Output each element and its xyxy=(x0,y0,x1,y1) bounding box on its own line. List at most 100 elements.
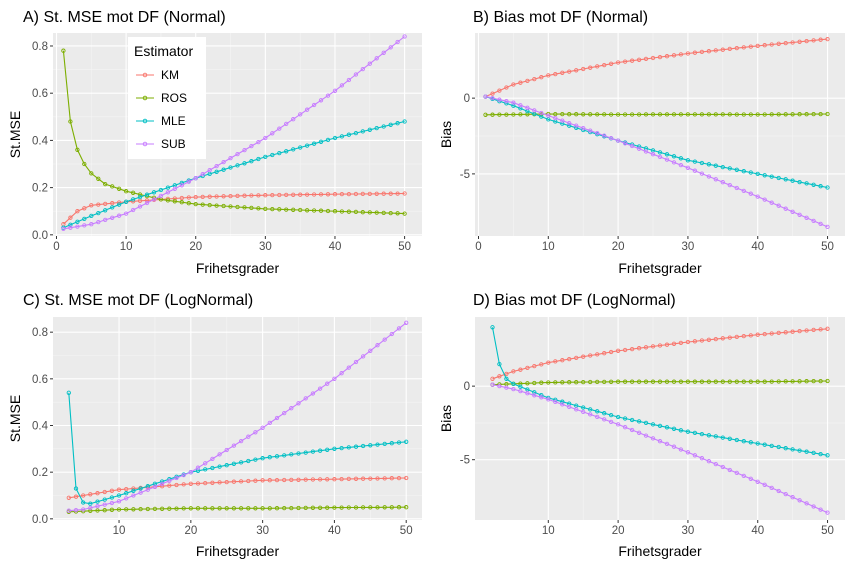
data-point xyxy=(200,202,205,207)
data-point xyxy=(296,451,301,456)
data-point xyxy=(825,453,830,458)
data-point xyxy=(762,482,767,487)
data-point xyxy=(68,222,73,227)
data-point xyxy=(525,381,530,386)
data-point xyxy=(75,147,80,152)
panel-c-title: C) St. MSE mot DF (LogNormal) xyxy=(23,292,253,309)
data-point xyxy=(267,455,272,460)
data-point xyxy=(678,428,684,433)
data-point xyxy=(353,505,359,510)
data-point xyxy=(776,112,781,117)
data-point xyxy=(95,508,100,513)
data-point xyxy=(159,484,165,489)
x-tick-label: 50 xyxy=(821,241,834,253)
data-point xyxy=(776,444,781,450)
data-point xyxy=(560,111,565,117)
data-point xyxy=(790,379,795,384)
data-point xyxy=(699,160,705,166)
data-point xyxy=(553,115,558,121)
panel-a-x-label: Frihetsgrader xyxy=(196,260,280,276)
data-point xyxy=(382,476,387,481)
x-tick-label: 50 xyxy=(821,525,834,537)
data-point xyxy=(284,207,289,212)
data-point xyxy=(685,339,691,345)
data-point xyxy=(636,430,642,435)
data-point xyxy=(727,379,732,384)
data-point xyxy=(811,450,816,456)
data-point xyxy=(643,56,649,62)
data-point xyxy=(277,207,282,212)
data-point xyxy=(692,339,698,344)
data-point xyxy=(116,186,122,191)
data-point xyxy=(325,447,330,452)
data-point xyxy=(748,379,753,384)
data-point xyxy=(560,70,565,75)
data-point xyxy=(588,412,593,417)
data-point xyxy=(518,367,523,372)
data-point xyxy=(553,71,558,77)
data-point xyxy=(382,505,387,510)
data-point xyxy=(298,207,303,213)
data-point xyxy=(138,490,143,495)
y-tick-label: 0.0 xyxy=(32,514,48,526)
data-point xyxy=(353,476,359,481)
data-point xyxy=(664,441,670,447)
legend-label: SUB xyxy=(161,137,186,151)
data-point xyxy=(109,500,115,506)
data-point xyxy=(151,197,157,202)
data-point xyxy=(490,91,495,96)
data-point xyxy=(629,112,635,117)
panel-c-ticks: 10 20 30 40 50 0.0 0.2 0.4 0.6 0.8 xyxy=(32,327,413,537)
series-sub xyxy=(483,94,830,230)
data-point xyxy=(277,126,282,131)
data-point xyxy=(574,355,579,361)
data-point xyxy=(138,486,143,491)
data-point xyxy=(581,379,586,385)
panel-c-series xyxy=(66,320,409,514)
data-point xyxy=(595,379,600,385)
data-point xyxy=(762,331,767,337)
data-point xyxy=(303,477,308,482)
x-tick-label: 40 xyxy=(751,525,764,537)
data-point xyxy=(671,53,677,58)
data-point xyxy=(246,478,251,484)
data-point xyxy=(332,446,337,451)
data-point xyxy=(727,436,732,441)
data-point xyxy=(776,379,781,384)
data-point xyxy=(539,395,544,400)
data-point xyxy=(130,190,136,195)
data-point xyxy=(804,501,809,506)
data-point xyxy=(368,505,373,510)
data-point xyxy=(643,149,649,154)
data-point xyxy=(762,442,767,447)
data-point xyxy=(404,320,409,325)
data-point xyxy=(602,112,607,117)
data-point xyxy=(825,510,830,515)
data-point xyxy=(622,379,628,384)
data-point xyxy=(692,453,698,458)
data-point xyxy=(706,162,712,167)
legend-item-km: KM xyxy=(136,68,179,82)
series-sub xyxy=(490,382,830,515)
data-point xyxy=(483,94,488,99)
data-point xyxy=(186,179,191,184)
data-point xyxy=(388,191,393,196)
data-point xyxy=(706,337,712,342)
series-line-km xyxy=(63,192,405,225)
x-tick-label: 20 xyxy=(189,241,202,253)
legend-key-point xyxy=(142,72,148,78)
x-tick-label: 30 xyxy=(256,525,269,537)
data-point xyxy=(193,201,198,207)
data-point xyxy=(81,500,86,505)
data-point xyxy=(124,491,129,496)
data-point xyxy=(167,483,172,488)
data-point xyxy=(581,112,586,117)
data-point xyxy=(289,477,294,483)
data-point xyxy=(389,505,394,510)
data-point xyxy=(116,213,122,218)
y-tick-label: 0.4 xyxy=(32,135,49,147)
data-point xyxy=(650,436,656,441)
y-tick-label: 0.2 xyxy=(32,183,48,195)
data-point xyxy=(588,112,593,117)
data-point xyxy=(776,203,781,208)
